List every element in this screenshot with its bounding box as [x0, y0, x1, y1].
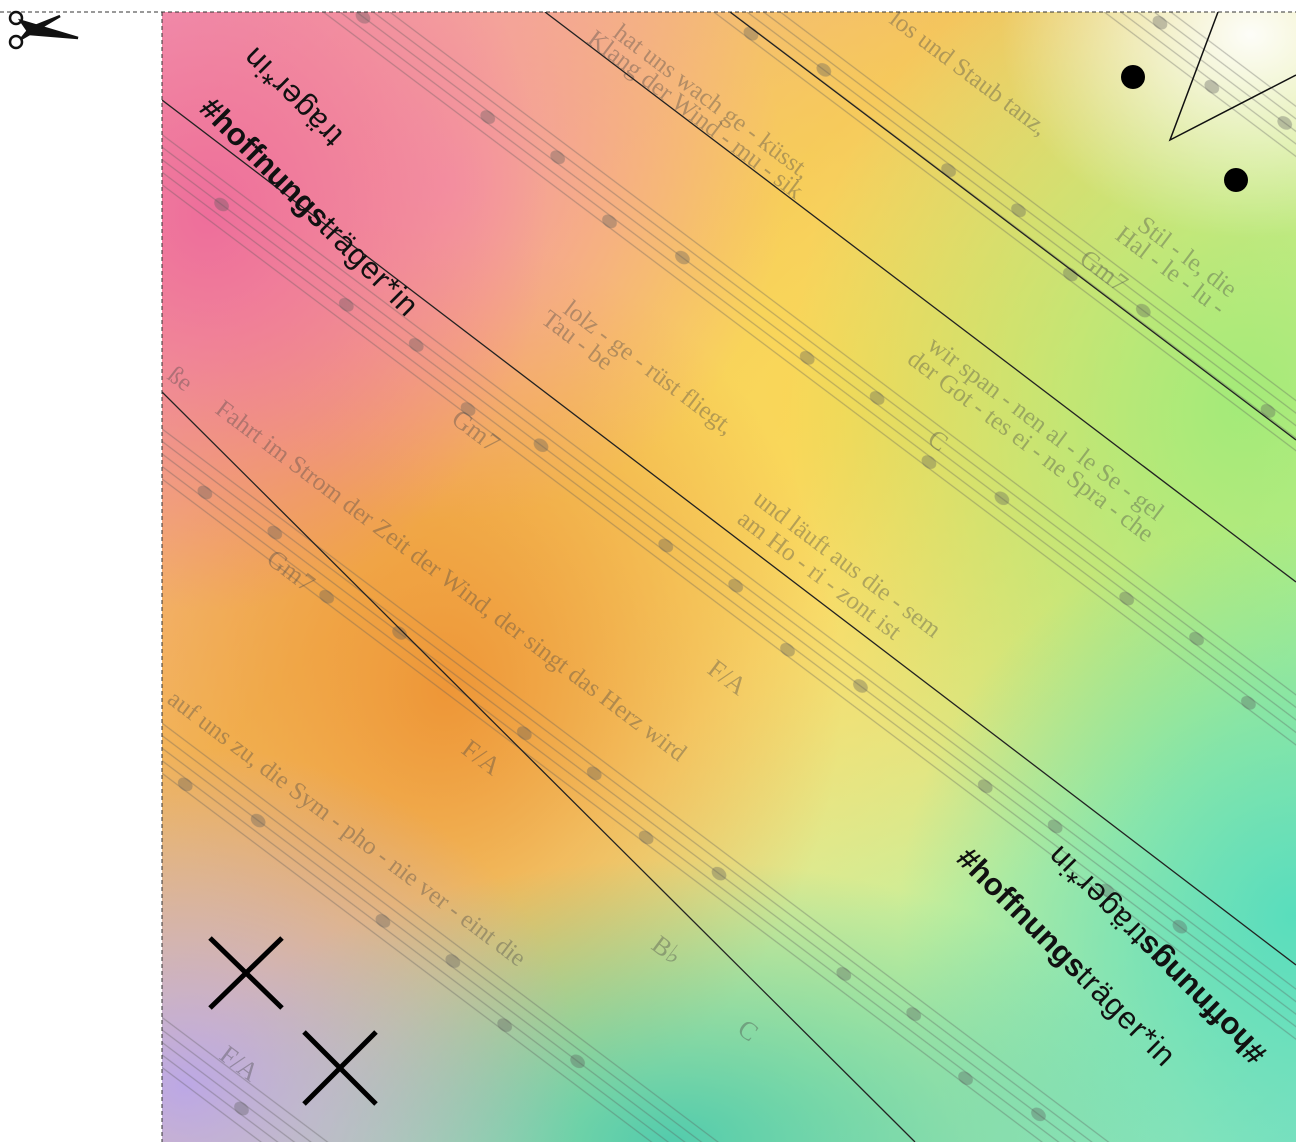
triangle-mark — [1168, 11, 1296, 142]
scissors-icon — [8, 10, 79, 50]
sheet-music: hat uns wach ge - küsst,Klang der Wind -… — [162, 12, 1296, 1142]
cross-marks — [208, 936, 378, 1106]
fold-lines — [162, 12, 1296, 1142]
dot — [1121, 65, 1145, 89]
dot — [1224, 168, 1248, 192]
